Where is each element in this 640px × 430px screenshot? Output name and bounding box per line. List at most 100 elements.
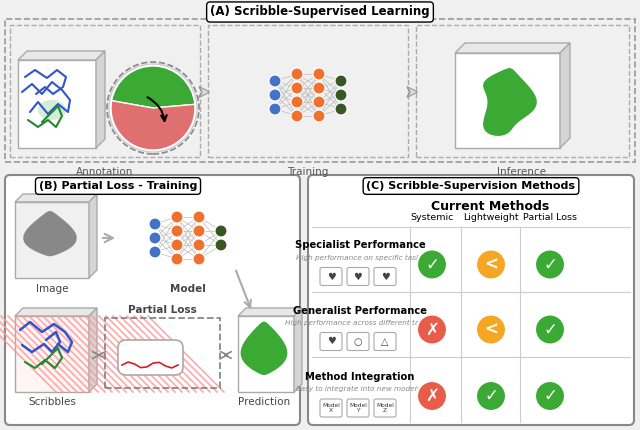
Polygon shape (18, 51, 105, 60)
Bar (18, 60, 96, 148)
FancyBboxPatch shape (320, 332, 342, 350)
Text: <: < (484, 320, 498, 338)
Text: ♥: ♥ (326, 271, 335, 282)
Circle shape (417, 249, 447, 280)
FancyBboxPatch shape (118, 340, 183, 375)
Text: ✗: ✗ (425, 320, 439, 338)
Text: Easy to integrate into new models?: Easy to integrate into new models? (296, 386, 424, 392)
Polygon shape (24, 212, 76, 255)
FancyBboxPatch shape (5, 175, 300, 425)
Text: ✓: ✓ (484, 387, 498, 405)
Bar (105, 318, 220, 388)
Polygon shape (15, 308, 97, 316)
Bar (15, 202, 89, 278)
Text: Scribbles: Scribbles (28, 397, 76, 407)
FancyBboxPatch shape (347, 332, 369, 350)
Text: ✓: ✓ (543, 387, 557, 405)
Circle shape (335, 103, 347, 115)
Text: ♥: ♥ (381, 271, 389, 282)
Text: Loss
Function: Loss Function (131, 348, 170, 368)
Circle shape (215, 225, 227, 237)
Bar (208, 25, 408, 157)
Text: Specialist Performance: Specialist Performance (294, 240, 426, 251)
Circle shape (149, 232, 161, 244)
Text: Prediction: Prediction (238, 397, 290, 407)
Circle shape (291, 82, 303, 94)
Text: Lightweight: Lightweight (463, 214, 519, 222)
Circle shape (535, 249, 565, 280)
Circle shape (476, 249, 506, 280)
Circle shape (149, 246, 161, 258)
Circle shape (193, 253, 205, 265)
Circle shape (215, 239, 227, 251)
Circle shape (291, 110, 303, 122)
Text: <: < (484, 255, 498, 273)
Text: Model: Model (170, 284, 206, 294)
Circle shape (313, 96, 325, 108)
FancyBboxPatch shape (374, 267, 396, 286)
Circle shape (476, 314, 506, 344)
FancyBboxPatch shape (320, 399, 342, 417)
FancyBboxPatch shape (374, 332, 396, 350)
Text: ✓: ✓ (425, 255, 439, 273)
Polygon shape (15, 194, 97, 202)
Text: Method Integration: Method Integration (305, 372, 415, 382)
Bar (416, 25, 629, 157)
Circle shape (313, 110, 325, 122)
Polygon shape (455, 43, 570, 53)
Text: ✓: ✓ (543, 255, 557, 273)
Text: Model
Y: Model Y (349, 402, 367, 413)
Polygon shape (89, 194, 97, 278)
Circle shape (291, 68, 303, 80)
Text: Partial Loss: Partial Loss (127, 305, 196, 315)
Circle shape (109, 64, 197, 152)
Text: High performance on specific task?: High performance on specific task? (296, 255, 424, 261)
Text: Model
Z: Model Z (376, 402, 394, 413)
Polygon shape (238, 308, 302, 316)
Text: ♥: ♥ (326, 337, 335, 347)
Text: Systemic: Systemic (410, 214, 454, 222)
Circle shape (313, 82, 325, 94)
Polygon shape (89, 308, 97, 392)
Circle shape (171, 253, 183, 265)
Circle shape (476, 381, 506, 411)
Polygon shape (241, 322, 287, 374)
Circle shape (417, 314, 447, 344)
Text: (C) Scribble-Supervision Methods: (C) Scribble-Supervision Methods (367, 181, 575, 191)
Text: Inference: Inference (497, 167, 547, 177)
Text: ○: ○ (354, 337, 362, 347)
Ellipse shape (38, 100, 66, 120)
Text: (B) Partial Loss - Training: (B) Partial Loss - Training (39, 181, 197, 191)
Text: Annotation: Annotation (76, 167, 134, 177)
Bar (238, 316, 294, 392)
Text: Current Methods: Current Methods (431, 200, 549, 212)
Text: Partial Loss: Partial Loss (523, 214, 577, 222)
FancyBboxPatch shape (320, 267, 342, 286)
Text: ♥: ♥ (354, 271, 362, 282)
Text: Model
X: Model X (322, 402, 340, 413)
Text: △: △ (381, 337, 388, 347)
Bar (10, 25, 200, 157)
Circle shape (417, 381, 447, 411)
Bar (15, 316, 89, 392)
Text: (A) Scribble-Supervised Learning: (A) Scribble-Supervised Learning (210, 6, 430, 18)
Circle shape (269, 75, 281, 87)
Circle shape (171, 211, 183, 223)
Polygon shape (96, 51, 105, 148)
Polygon shape (560, 43, 570, 148)
Text: Generalist Performance: Generalist Performance (293, 305, 427, 316)
Circle shape (193, 239, 205, 251)
Circle shape (535, 381, 565, 411)
Circle shape (313, 68, 325, 80)
Bar (455, 53, 560, 148)
Circle shape (535, 314, 565, 344)
FancyBboxPatch shape (347, 267, 369, 286)
Circle shape (193, 225, 205, 237)
Polygon shape (484, 69, 536, 135)
Wedge shape (111, 101, 195, 150)
Text: ✓: ✓ (543, 320, 557, 338)
Text: Image: Image (36, 284, 68, 294)
Circle shape (335, 89, 347, 101)
Circle shape (171, 239, 183, 251)
FancyBboxPatch shape (374, 399, 396, 417)
